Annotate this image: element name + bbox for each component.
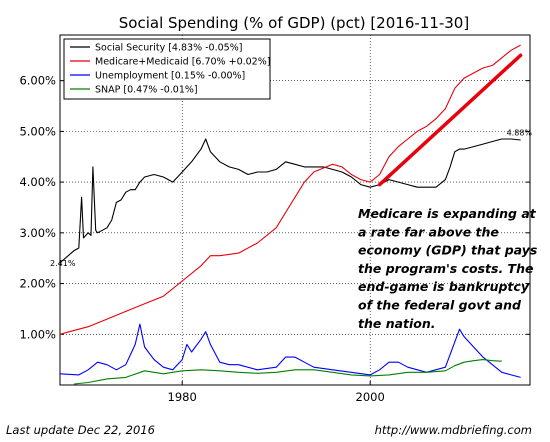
legend-entry: Medicare+Medicaid [6.70% +0.02%] <box>95 57 270 68</box>
x-tick-label: 1980 <box>168 390 197 404</box>
source-url: http://www.mdbriefing.com <box>374 423 532 437</box>
series-line-snap <box>74 359 502 385</box>
series-lines <box>59 44 523 385</box>
annotation-line: Medicare is expanding at <box>358 206 537 221</box>
y-tick-label: 4.00% <box>19 175 56 189</box>
chart-title: Social Spending (% of GDP) (pct) [2016-1… <box>119 14 469 32</box>
start-value-label: 2.41% <box>50 259 76 268</box>
y-tick-label: 5.00% <box>19 124 56 138</box>
annotation-line: a rate far above the <box>358 224 499 239</box>
legend: Social Security [4.83% -0.05%] Medicare+M… <box>63 38 271 100</box>
annotations: 2.41% 4.88% Medicare is expanding at a rate… <box>50 128 537 330</box>
y-tick-label: 6.00% <box>19 74 56 88</box>
annotation-line: of the federal govt and <box>358 298 522 313</box>
y-tick-label: 2.00% <box>19 277 56 291</box>
end-value-label: 4.88% <box>507 128 533 137</box>
last-update-text: Last update Dec 22, 2016 <box>6 423 155 437</box>
axes: 1.00% 2.00% 3.00% 4.00% 5.00% 6.00% 1980 2000 <box>19 74 530 404</box>
series-line-medicare-medicaid <box>59 44 521 335</box>
x-tick-label: 2000 <box>356 390 385 404</box>
y-tick-label: 1.00% <box>19 327 56 341</box>
series-line-unemployment <box>59 323 521 378</box>
legend-entry: Social Security [4.83% -0.05%] <box>95 43 242 54</box>
legend-box <box>63 38 271 100</box>
y-tick-label: 3.00% <box>19 226 56 240</box>
annotation-line: economy (GDP) that pays <box>358 243 537 258</box>
annotation-line: end-game is bankruptcy <box>358 279 530 294</box>
legend-entry: Unemployment [0.15% -0.00%] <box>95 71 245 82</box>
legend-entry: SNAP [0.47% -0.01%] <box>95 85 198 96</box>
annotation-line: the program's costs. The <box>358 261 533 276</box>
trend-line <box>377 53 523 187</box>
annotation-line: the nation. <box>358 316 436 331</box>
series-line-social <box>59 138 521 264</box>
annotation-note: Medicare is expanding at a rate far above… <box>358 206 537 331</box>
